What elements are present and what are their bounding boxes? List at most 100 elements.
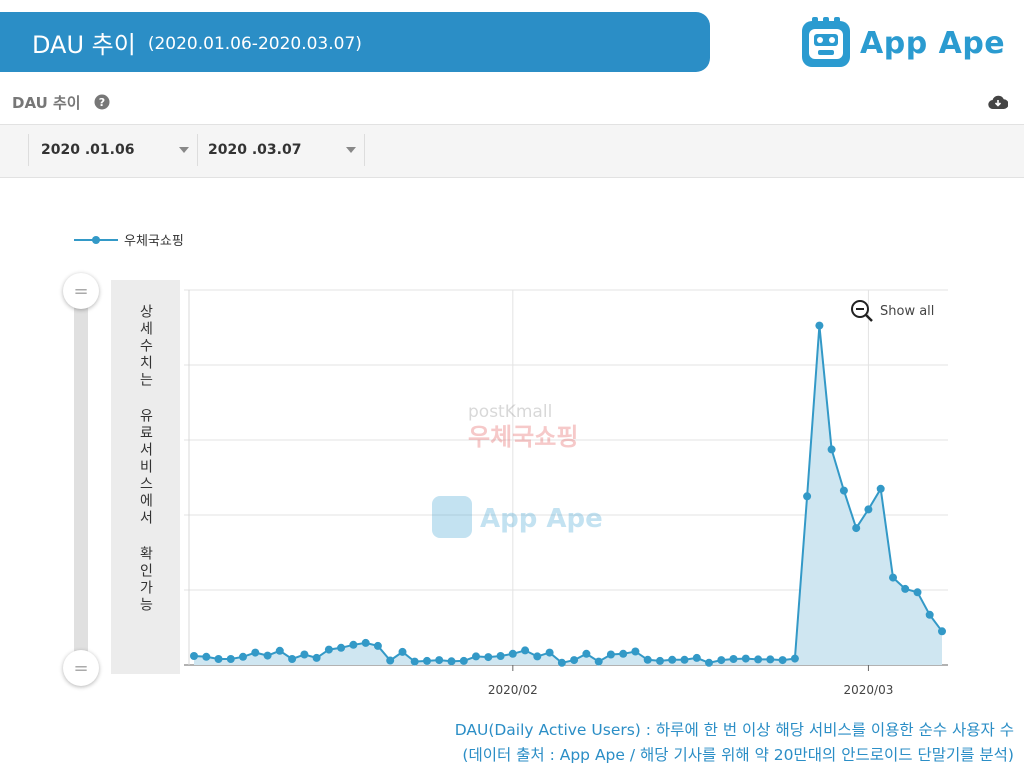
data-point bbox=[827, 445, 836, 454]
data-point bbox=[312, 653, 321, 662]
data-point bbox=[582, 649, 591, 658]
data-point bbox=[570, 656, 579, 665]
data-point bbox=[300, 650, 309, 659]
cloud-download-icon[interactable] bbox=[988, 94, 1009, 114]
range-slider-bottom-handle[interactable]: = bbox=[63, 650, 99, 686]
data-point bbox=[557, 658, 566, 667]
data-point bbox=[778, 656, 787, 665]
data-point bbox=[275, 646, 284, 655]
data-point bbox=[705, 658, 713, 667]
data-point bbox=[288, 655, 297, 663]
data-point bbox=[496, 652, 505, 660]
data-point bbox=[459, 656, 468, 665]
show-all-label: Show all bbox=[880, 303, 935, 319]
data-point bbox=[680, 655, 689, 664]
range-slider-track[interactable] bbox=[74, 290, 88, 665]
data-point bbox=[790, 654, 799, 663]
data-point bbox=[668, 655, 677, 664]
data-point bbox=[889, 573, 897, 582]
footer-note: DAU(Daily Active Users) : 하루에 한 번 이상 해당 … bbox=[455, 718, 1014, 768]
x-tick-label: 2020/02 bbox=[488, 683, 538, 697]
data-point bbox=[533, 652, 542, 661]
data-point bbox=[337, 643, 346, 652]
footer-line-1: DAU(Daily Active Users) : 하루에 한 번 이상 해당 … bbox=[454, 721, 1014, 739]
data-point bbox=[447, 657, 456, 666]
data-point bbox=[239, 652, 247, 661]
data-point bbox=[656, 656, 664, 665]
data-point bbox=[202, 652, 211, 661]
data-point bbox=[876, 484, 885, 493]
data-point bbox=[913, 588, 922, 597]
app-ape-logo: App Ape bbox=[800, 14, 1005, 72]
data-point bbox=[484, 653, 493, 662]
question-circle-icon[interactable]: ? bbox=[94, 94, 110, 114]
data-point bbox=[373, 641, 382, 650]
data-point bbox=[545, 648, 554, 657]
end-date-value: 2020 .03.07 bbox=[208, 142, 302, 158]
data-point bbox=[263, 651, 272, 660]
data-point bbox=[852, 524, 861, 533]
banner-date-range: (2020.01.06-2020.03.07) bbox=[147, 34, 362, 54]
end-date-select[interactable]: 2020 .03.07 bbox=[196, 134, 365, 166]
svg-text:?: ? bbox=[99, 96, 105, 109]
data-point bbox=[435, 656, 444, 665]
data-point bbox=[361, 638, 370, 647]
premium-info-box: 상세수치는 유료서비스에서 확인가능 bbox=[111, 280, 180, 674]
data-point bbox=[729, 655, 738, 663]
range-slider-top-handle[interactable]: = bbox=[63, 273, 99, 309]
data-point bbox=[901, 584, 910, 593]
legend-label: 우체국쇼핑 bbox=[124, 234, 184, 249]
watermark-brand: postKmall bbox=[468, 402, 552, 422]
data-point bbox=[754, 655, 763, 664]
data-point bbox=[386, 656, 395, 665]
data-point bbox=[741, 654, 750, 663]
ape-face-icon bbox=[802, 17, 850, 67]
data-point bbox=[803, 492, 812, 501]
data-point bbox=[349, 640, 358, 649]
x-tick-label: 2020/03 bbox=[843, 683, 893, 697]
data-point bbox=[398, 647, 407, 656]
title-banner: DAU 추이 (2020.01.06-2020.03.07) bbox=[0, 12, 710, 72]
chart-legend[interactable]: 우체국쇼핑 bbox=[74, 230, 184, 249]
chevron-down-icon bbox=[179, 147, 189, 153]
data-point bbox=[606, 650, 615, 659]
series-area-fill bbox=[194, 325, 942, 665]
logo-text: App Ape bbox=[860, 25, 1006, 61]
zoom-out-icon bbox=[851, 300, 873, 322]
data-point bbox=[619, 649, 628, 658]
start-date-select[interactable]: 2020 .01.06 bbox=[28, 134, 198, 166]
watermark: postKmall 우체국쇼핑 App Ape bbox=[432, 402, 603, 538]
panel-header: DAU 추이 ? bbox=[0, 84, 1024, 124]
data-point bbox=[938, 627, 946, 636]
data-point bbox=[410, 657, 419, 666]
start-date-value: 2020 .01.06 bbox=[41, 142, 135, 158]
data-point bbox=[472, 652, 480, 661]
data-point bbox=[839, 486, 848, 495]
watermark-logo-text: App Ape bbox=[480, 504, 603, 534]
legend-line-marker-icon bbox=[74, 235, 118, 244]
watermark-sub: 우체국쇼핑 bbox=[468, 423, 578, 451]
data-point bbox=[190, 652, 198, 660]
data-point bbox=[692, 653, 701, 662]
data-point bbox=[521, 646, 530, 655]
data-point bbox=[643, 655, 652, 664]
data-point bbox=[324, 645, 333, 654]
data-point bbox=[717, 656, 726, 665]
data-point bbox=[423, 656, 431, 665]
data-point bbox=[766, 655, 775, 664]
data-point bbox=[251, 648, 260, 657]
chevron-down-icon bbox=[346, 147, 356, 153]
data-point bbox=[864, 505, 873, 514]
data-point bbox=[594, 657, 603, 666]
data-point bbox=[226, 655, 235, 663]
data-point bbox=[815, 321, 824, 330]
data-point bbox=[631, 647, 640, 656]
data-point bbox=[925, 610, 934, 619]
show-all-button[interactable]: Show all bbox=[850, 299, 934, 323]
banner-title: DAU 추이 bbox=[32, 30, 136, 59]
panel-title: DAU 추이 bbox=[12, 94, 81, 112]
premium-info-text: 상세수치는 유료서비스에서 확인가능 bbox=[137, 304, 154, 614]
data-point bbox=[214, 655, 223, 663]
date-filter-bar: 2020 .01.06 2020 .03.07 bbox=[0, 124, 1024, 178]
